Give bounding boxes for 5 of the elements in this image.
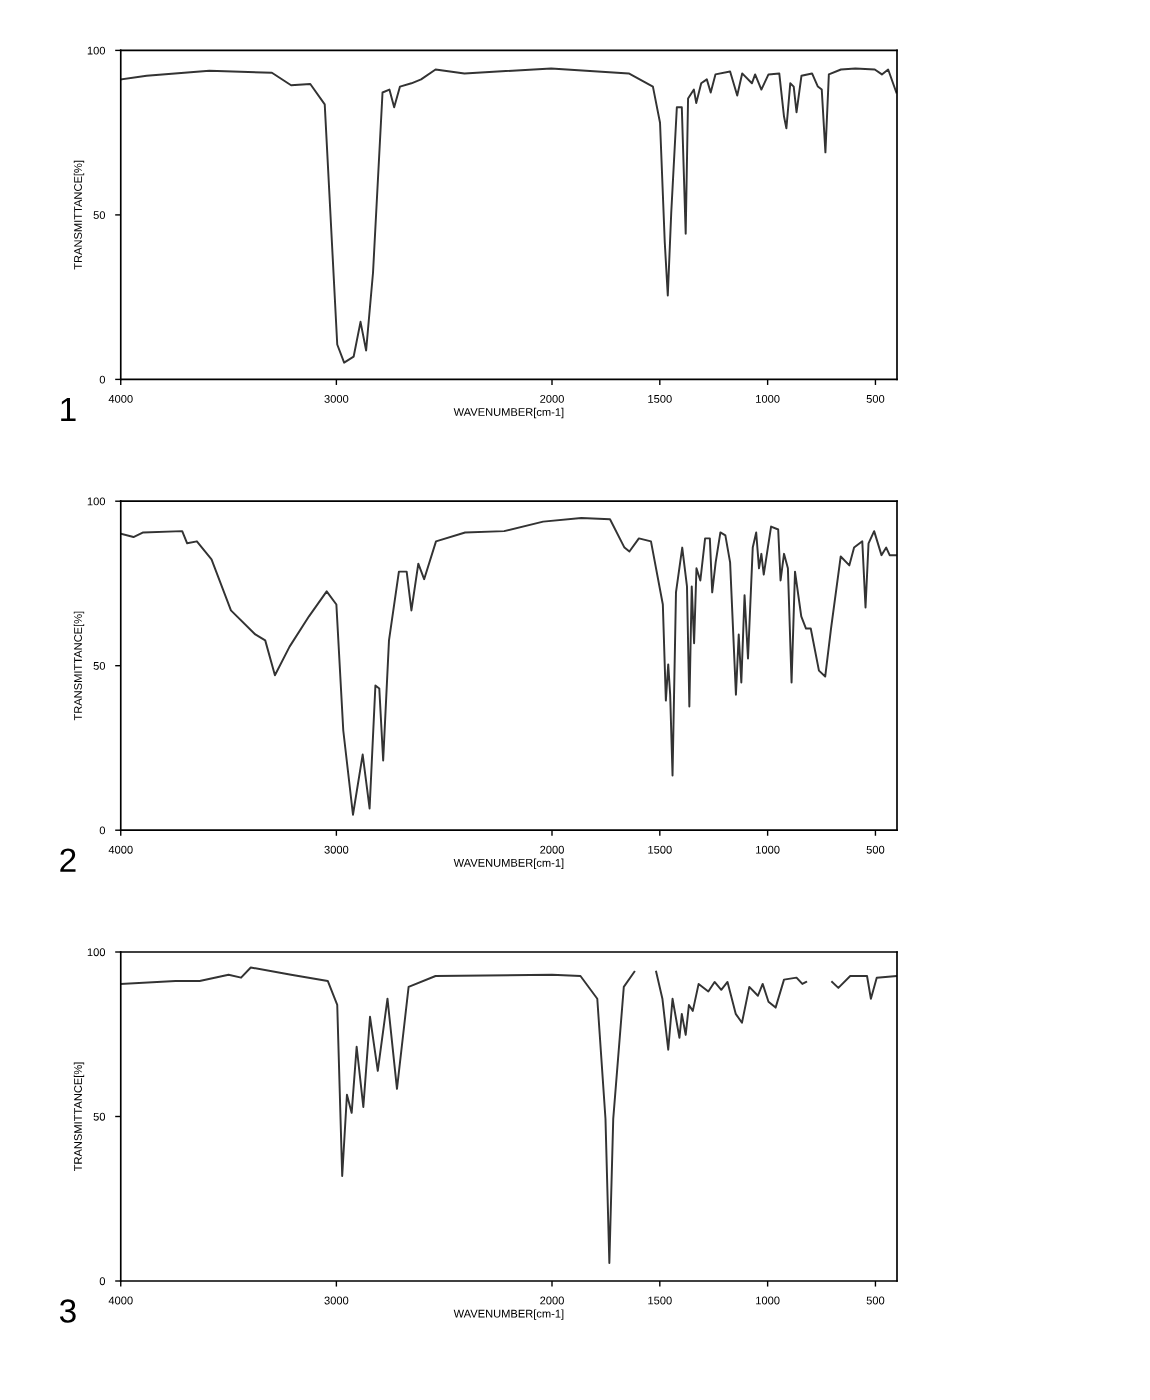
text: 2 (60, 848, 76, 872)
line-series (120, 517, 897, 816)
text: 3 (59, 1299, 76, 1323)
line-series (120, 67, 897, 364)
text: 1 (61, 397, 76, 421)
